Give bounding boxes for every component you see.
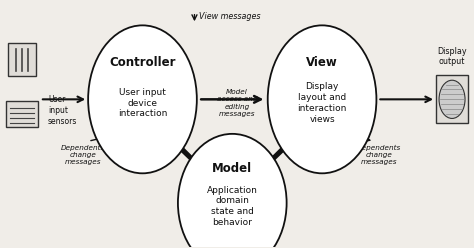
Text: User
input
sensors: User input sensors <box>48 95 77 126</box>
Ellipse shape <box>439 80 465 119</box>
Text: User input
device
interaction: User input device interaction <box>118 88 167 118</box>
Text: Controller: Controller <box>109 56 176 69</box>
Text: Display
output: Display output <box>437 47 467 66</box>
Text: Dependents
change
messages: Dependents change messages <box>356 145 401 165</box>
Text: View: View <box>306 56 338 69</box>
Text: Display
layout and
interaction
views: Display layout and interaction views <box>297 82 347 124</box>
Ellipse shape <box>268 25 376 173</box>
Text: Model
access and
editing
messages: Model access and editing messages <box>217 90 257 117</box>
FancyBboxPatch shape <box>436 75 468 123</box>
Text: View messages: View messages <box>199 12 261 21</box>
Text: Application
domain
state and
behavior: Application domain state and behavior <box>207 186 258 227</box>
FancyBboxPatch shape <box>6 101 38 127</box>
Text: Model: Model <box>212 162 252 175</box>
FancyBboxPatch shape <box>8 43 36 76</box>
Ellipse shape <box>88 25 197 173</box>
Ellipse shape <box>178 134 287 248</box>
Text: Dependents
change
messages: Dependents change messages <box>61 145 106 165</box>
